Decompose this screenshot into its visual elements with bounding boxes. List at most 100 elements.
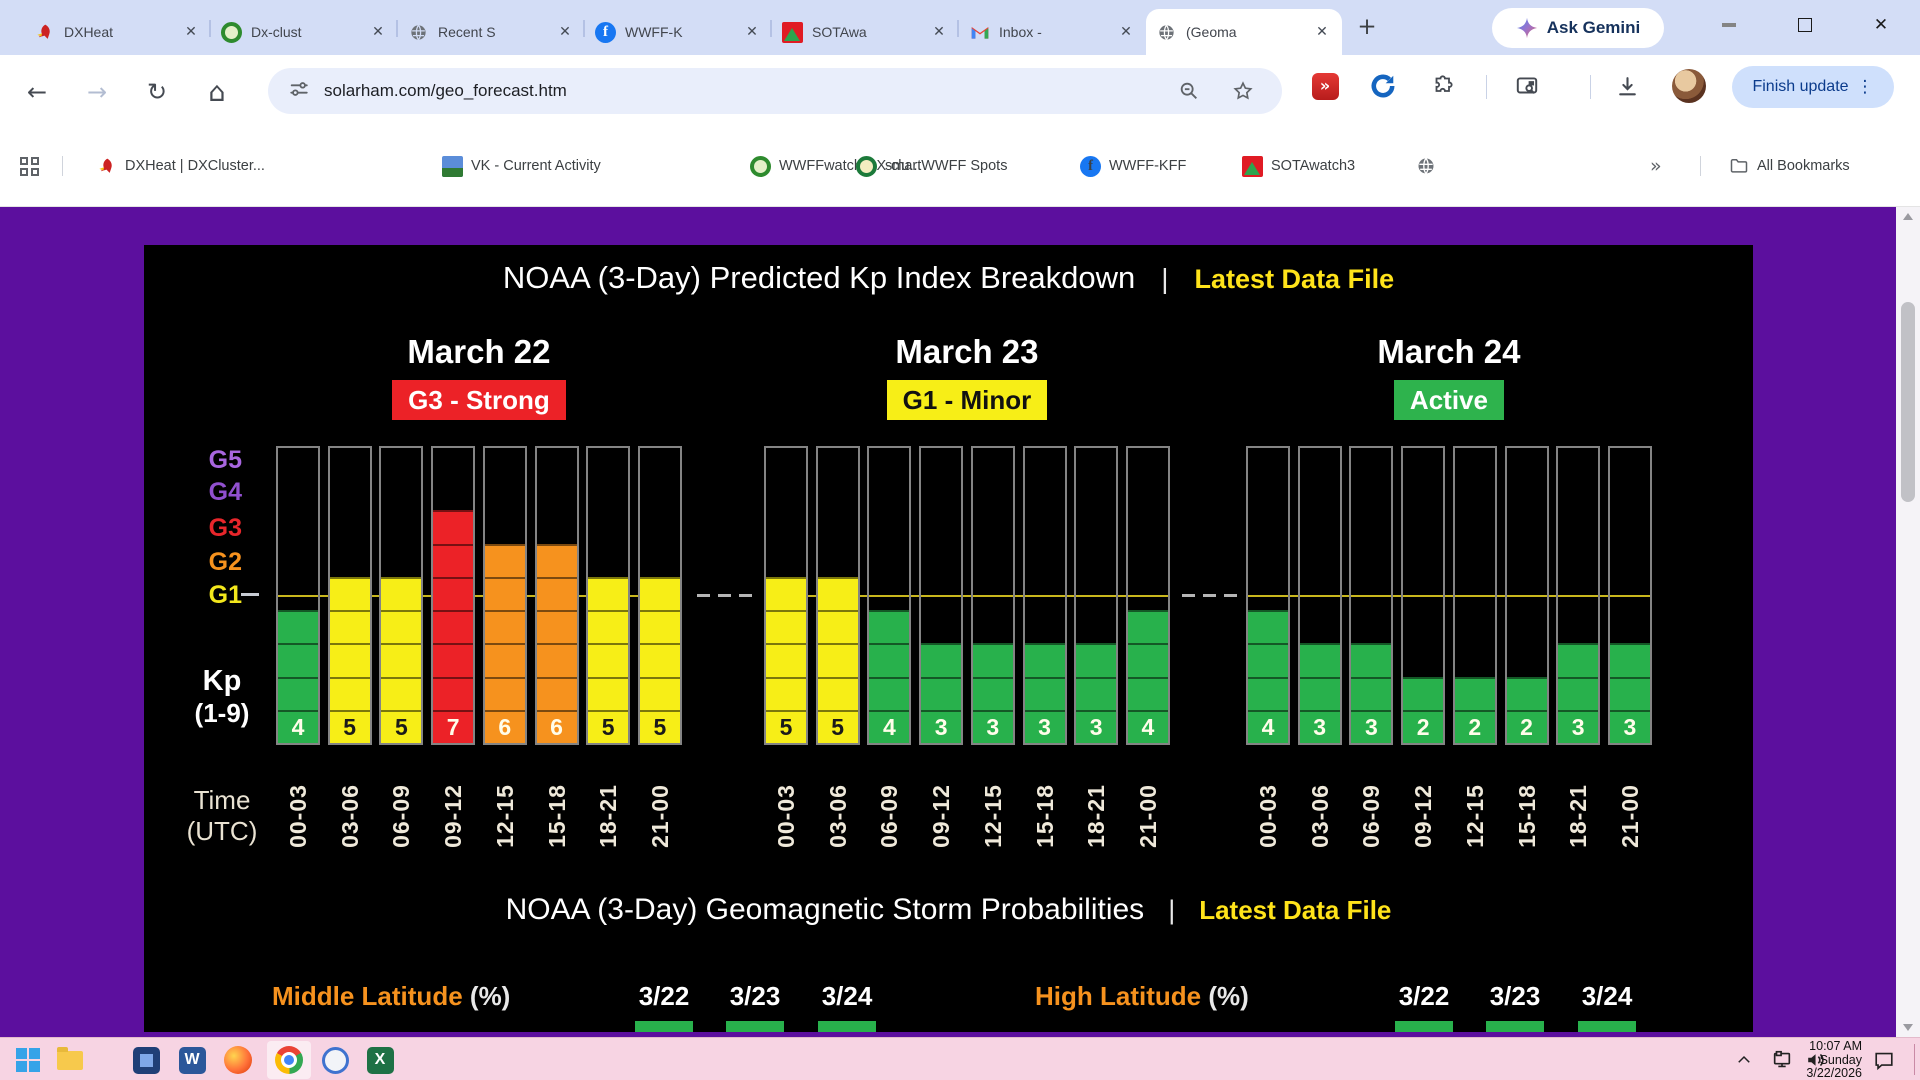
- bookmark-wwff-kff[interactable]: f WWFF-KFF: [1080, 152, 1186, 180]
- tab-geomagnetic-active[interactable]: (Geoma ✕: [1146, 9, 1342, 55]
- bookmark-label: VK - Current Activity: [471, 158, 601, 174]
- address-bar[interactable]: solarham.com/geo_forecast.htm: [268, 68, 1282, 114]
- bookmark-globe[interactable]: [1415, 152, 1436, 180]
- kp-bar-segment: [381, 610, 422, 644]
- kp-bar-segment: [1076, 643, 1117, 677]
- new-tab-button[interactable]: +: [1357, 14, 1377, 40]
- extensions-puzzle-icon[interactable]: [1428, 71, 1458, 101]
- download-icon[interactable]: [1612, 71, 1642, 101]
- reload-button[interactable]: ↻: [146, 78, 168, 106]
- page-scrollbar[interactable]: [1896, 207, 1920, 1037]
- time-slot-label: 21-00: [646, 784, 673, 848]
- profile-avatar[interactable]: [1672, 69, 1706, 103]
- tab-close-icon[interactable]: ✕: [1120, 24, 1132, 40]
- tab-close-icon[interactable]: ✕: [746, 24, 758, 40]
- tab-search-device-icon[interactable]: [1512, 71, 1542, 101]
- kp-bar-segment: [1127, 643, 1168, 677]
- bookmarks-divider: [1700, 156, 1701, 176]
- tab-separator: [209, 20, 211, 37]
- tab-close-icon[interactable]: ✕: [933, 24, 945, 40]
- kp-value-label: 2: [1468, 714, 1482, 740]
- g1-threshold-line: [1246, 595, 1652, 597]
- window-close-button[interactable]: ✕: [1873, 15, 1889, 35]
- bookmarks-divider: [62, 156, 63, 176]
- time-slot-label: 21-00: [1616, 784, 1643, 848]
- home-button[interactable]: ⌂: [208, 76, 226, 108]
- bookmark-sotawatch3[interactable]: SOTAwatch3: [1242, 152, 1355, 180]
- tab-dxheat[interactable]: DXHeat ✕: [24, 9, 211, 55]
- taskbar-app-circle-icon[interactable]: [319, 1044, 351, 1076]
- notifications-icon[interactable]: [1868, 1044, 1900, 1076]
- tab-close-icon[interactable]: ✕: [372, 24, 384, 40]
- fastforward-extension-icon[interactable]: »: [1310, 71, 1340, 101]
- scroll-down-arrow[interactable]: [1903, 1024, 1913, 1031]
- kp-bar-segment: [1024, 643, 1065, 677]
- url-text[interactable]: solarham.com/geo_forecast.htm: [324, 81, 567, 100]
- tab-sotawatch[interactable]: SOTAwa ✕: [772, 9, 959, 55]
- browser-menu-kebab-icon[interactable]: ⋮: [1856, 77, 1874, 97]
- tab-recent[interactable]: Recent S ✕: [398, 9, 585, 55]
- kp-bar: 3: [1556, 446, 1601, 745]
- bookmark-wwffwatch[interactable]: WWFFwatch DX-clu...: [750, 152, 922, 180]
- prob-date-header: 3/24: [821, 981, 873, 1011]
- network-icon[interactable]: [1766, 1044, 1798, 1076]
- ask-gemini-button[interactable]: Ask Gemini: [1492, 8, 1664, 48]
- kp-value-label: 3: [986, 714, 1000, 740]
- tab-dxcluster[interactable]: Dx-clust ✕: [211, 9, 398, 55]
- kp-bar-segment: [921, 676, 962, 710]
- excel-icon[interactable]: X: [364, 1044, 396, 1076]
- window-maximize-button[interactable]: [1774, 0, 1836, 50]
- bookmark-star-icon[interactable]: [1232, 80, 1254, 102]
- all-bookmarks-button[interactable]: All Bookmarks: [1728, 152, 1850, 180]
- forward-button[interactable]: →: [86, 78, 108, 106]
- blue-arrow-extension-icon[interactable]: [1368, 71, 1398, 101]
- kp-bar-segment: [536, 676, 577, 710]
- site-info-tune-icon[interactable]: [288, 78, 310, 105]
- kp-bar-segment: [639, 709, 680, 743]
- latest-data-file-link[interactable]: Latest Data File: [1194, 264, 1395, 294]
- back-button[interactable]: ←: [26, 78, 48, 106]
- kp-bar-segment: [1127, 676, 1168, 710]
- bookmark-dxheat[interactable]: DXHeat | DXCluster...: [96, 152, 265, 180]
- kp-bar-segment: [536, 576, 577, 611]
- kp-bar-segment: [588, 676, 629, 710]
- tab-close-icon[interactable]: ✕: [185, 24, 197, 40]
- tab-wwff-facebook[interactable]: f WWFF-K ✕: [585, 9, 772, 55]
- kp-bar-segment: [329, 576, 370, 611]
- tab-gmail-inbox[interactable]: Inbox - ✕: [959, 9, 1146, 55]
- tab-close-icon[interactable]: ✕: [1316, 24, 1328, 40]
- start-button[interactable]: [12, 1044, 44, 1076]
- kp-value-label: 5: [653, 714, 667, 740]
- time-slot-label: 00-03: [773, 784, 799, 848]
- kp-bar-segment: [278, 610, 318, 644]
- kp-value-label: 5: [779, 714, 793, 740]
- zoom-out-icon[interactable]: [1178, 80, 1200, 102]
- scrollbar-thumb[interactable]: [1901, 302, 1915, 502]
- kp-bar-segment: [1248, 610, 1288, 644]
- bookmarks-overflow-chevron[interactable]: »: [1650, 155, 1662, 177]
- finish-update-button[interactable]: Finish update ⋮: [1732, 66, 1894, 108]
- show-desktop-divider[interactable]: [1914, 1044, 1915, 1075]
- time-slot-label: 03-06: [824, 784, 851, 848]
- kp-bar-segment: [329, 709, 370, 743]
- kp-bar-segment: [278, 676, 318, 710]
- kp-bar-segment: [766, 643, 806, 677]
- apps-grid-icon[interactable]: [20, 152, 39, 180]
- word-icon[interactable]: W: [176, 1044, 208, 1076]
- file-explorer-icon[interactable]: [54, 1044, 86, 1076]
- window-minimize-button[interactable]: [1698, 0, 1760, 50]
- bookmark-vk-activity[interactable]: VK - Current Activity: [442, 152, 601, 180]
- scroll-up-arrow[interactable]: [1903, 213, 1913, 220]
- firefox-icon[interactable]: [222, 1044, 254, 1076]
- taskbar-clock[interactable]: 10:07 AM Sunday 3/22/2026: [1752, 1039, 1862, 1080]
- chrome-icon[interactable]: [273, 1044, 305, 1076]
- latest-data-file-link[interactable]: Latest Data File: [1199, 895, 1392, 925]
- taskbar-app-blue-icon[interactable]: [130, 1044, 162, 1076]
- tray-chevron-up-icon[interactable]: [1728, 1044, 1760, 1076]
- volume-icon[interactable]: [1800, 1044, 1832, 1076]
- bookmark-smartwwff[interactable]: smartWWFF Spots: [856, 152, 1007, 180]
- kp-bar-segment: [639, 643, 680, 677]
- kp-bar-segment: [588, 610, 629, 644]
- tab-close-icon[interactable]: ✕: [559, 24, 571, 40]
- kp-bar: 5: [637, 446, 682, 745]
